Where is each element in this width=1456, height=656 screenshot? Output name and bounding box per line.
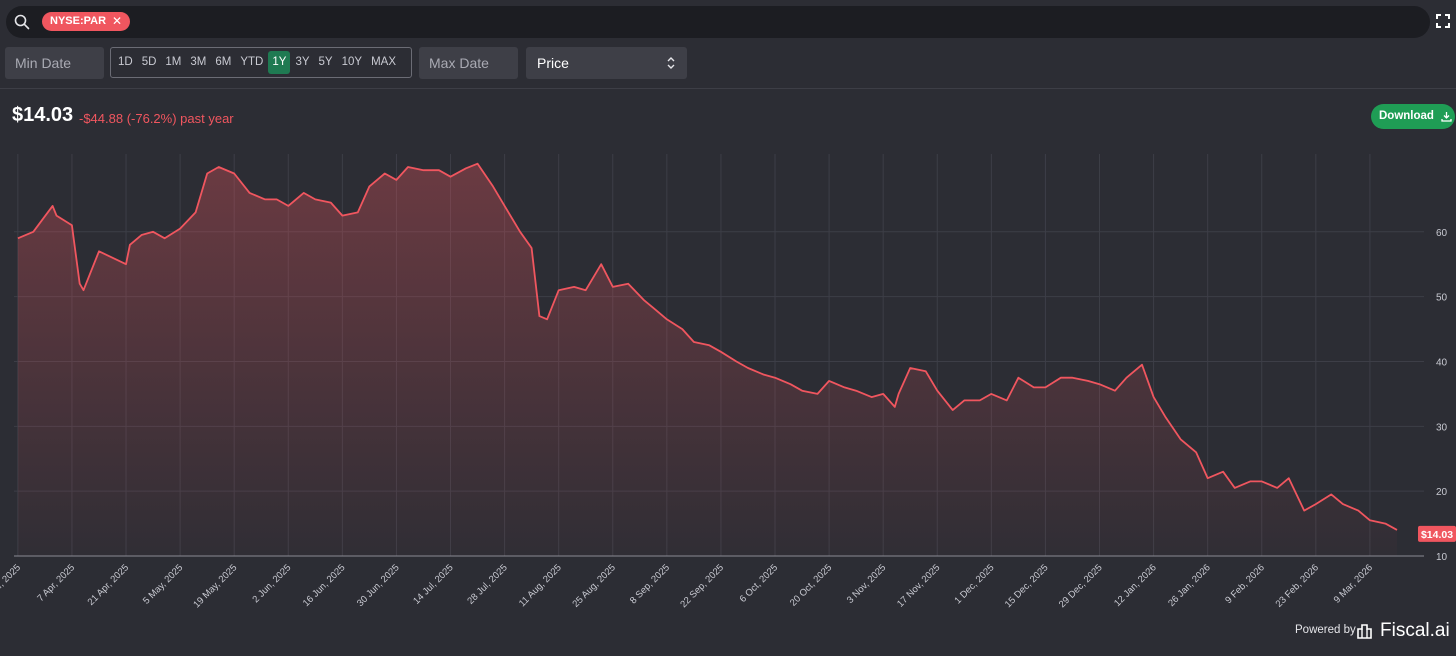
x-tick-label: 1 Dec, 2025 xyxy=(952,562,996,606)
powered-by-label: Powered by xyxy=(1295,624,1356,636)
download-icon xyxy=(1441,112,1452,122)
current-price: $14.03 xyxy=(12,104,74,126)
x-tick-label: 5 May, 2025 xyxy=(141,562,185,606)
x-tick-label: 29 Dec, 2025 xyxy=(1057,562,1105,610)
range-5d[interactable]: 5D xyxy=(141,56,157,68)
x-tick-label: 2 Jun, 2025 xyxy=(251,562,294,605)
download-button[interactable]: Download xyxy=(1371,104,1455,129)
x-tick-label: 21 Apr, 2025 xyxy=(86,562,132,608)
x-tick-label: 9 Mar, 2026 xyxy=(1332,562,1375,605)
download-label: Download xyxy=(1379,110,1434,122)
fiscal-logo-icon xyxy=(1357,624,1372,639)
search-icon xyxy=(14,14,30,30)
brand-name: Fiscal.ai xyxy=(1380,620,1450,641)
x-tick-label: 16 Jun, 2025 xyxy=(301,562,348,609)
last-value-label: $14.03 xyxy=(1421,529,1453,541)
y-tick-label: 10 xyxy=(1436,552,1448,563)
x-tick-label: 17 Nov, 2025 xyxy=(895,562,942,609)
range-10y[interactable]: 10Y xyxy=(341,56,363,68)
last-value-badge xyxy=(1418,525,1456,542)
x-tick-label: 9 Feb, 2026 xyxy=(1223,562,1267,606)
divider xyxy=(0,88,1456,89)
price-area xyxy=(17,163,1397,556)
range-5y[interactable]: 5Y xyxy=(318,56,333,68)
price-line xyxy=(17,162,1398,531)
x-tick-label: 24 Mar, 2025 xyxy=(0,562,23,609)
metric-select-value: Price xyxy=(537,55,569,71)
x-tick-label: 30 Jun, 2025 xyxy=(355,562,402,609)
max-date-input[interactable]: Max Date xyxy=(419,47,518,79)
range-max[interactable]: MAX xyxy=(371,56,396,68)
range-1m[interactable]: 1M xyxy=(165,56,182,68)
ticker-chip[interactable]: NYSE:PAR ✕ xyxy=(42,12,131,31)
x-tick-label: 14 Jul, 2025 xyxy=(411,562,455,606)
metric-select[interactable]: Price xyxy=(526,47,687,79)
x-tick-label: 22 Sep, 2025 xyxy=(678,562,726,610)
x-tick-label: 19 May, 2025 xyxy=(191,562,239,610)
close-icon[interactable]: ✕ xyxy=(112,14,123,28)
x-tick-label: 11 Aug, 2025 xyxy=(517,562,564,609)
x-tick-label: 7 Apr, 2025 xyxy=(35,562,77,604)
y-tick-label: 20 xyxy=(1436,487,1448,498)
range-ytd[interactable]: YTD xyxy=(240,56,264,68)
range-1y[interactable]: 1Y xyxy=(268,51,291,74)
min-date-input[interactable]: Min Date xyxy=(5,47,104,79)
range-3y[interactable]: 3Y xyxy=(295,56,310,68)
x-tick-label: 15 Dec, 2025 xyxy=(1003,562,1051,610)
range-selector: 1D 5D 1M 3M 6M YTD 1Y 3Y 5Y 10Y MAX xyxy=(110,47,412,78)
y-tick-label: 30 xyxy=(1436,422,1448,433)
ticker-chip-label: NYSE:PAR xyxy=(50,15,107,27)
x-tick-label: 26 Jan, 2026 xyxy=(1166,562,1213,609)
fullscreen-icon[interactable] xyxy=(1436,14,1450,28)
y-tick-label: 40 xyxy=(1436,357,1448,368)
x-tick-label: 12 Jan, 2026 xyxy=(1112,562,1159,609)
range-3m[interactable]: 3M xyxy=(190,56,207,68)
x-tick-label: 23 Feb, 2026 xyxy=(1274,562,1321,609)
x-tick-label: 20 Oct, 2025 xyxy=(788,562,834,608)
x-tick-label: 3 Nov, 2025 xyxy=(845,562,889,606)
range-1d[interactable]: 1D xyxy=(118,56,133,68)
search-bar[interactable]: NYSE:PAR ✕ xyxy=(6,6,1430,38)
chevron-updown-icon xyxy=(667,57,675,69)
y-tick-label: 50 xyxy=(1436,293,1448,304)
x-tick-label: 8 Sep, 2025 xyxy=(628,562,672,606)
x-tick-label: 25 Aug, 2025 xyxy=(571,562,618,609)
x-tick-label: 28 Jul, 2025 xyxy=(465,562,509,606)
range-6m[interactable]: 6M xyxy=(215,56,232,68)
price-change: -$44.88 (-76.2%) past year xyxy=(79,111,234,126)
y-tick-label: 60 xyxy=(1436,228,1448,239)
x-tick-label: 6 Oct, 2025 xyxy=(738,562,781,605)
